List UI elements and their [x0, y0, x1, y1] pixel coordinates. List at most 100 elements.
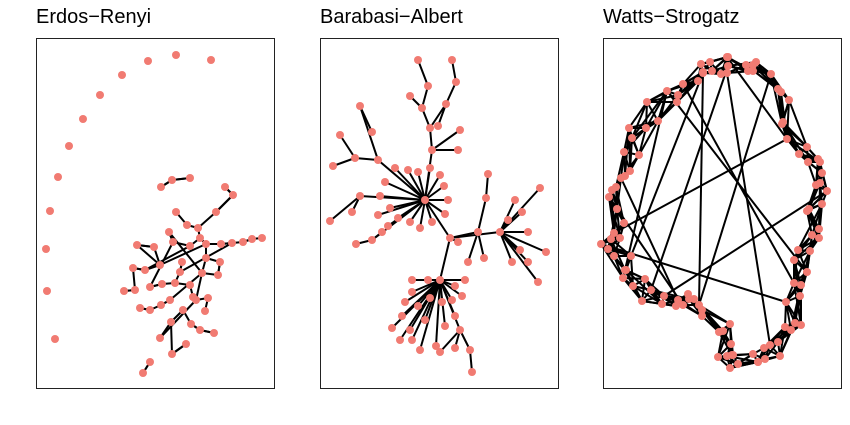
ba-node — [426, 124, 434, 132]
ws-node — [660, 292, 668, 300]
er-node — [51, 335, 59, 343]
ws-edge — [620, 177, 679, 301]
er-nodes — [42, 51, 266, 377]
ba-node — [508, 258, 516, 266]
ba-node — [451, 344, 459, 352]
ba-node — [406, 218, 414, 226]
ws-node — [616, 234, 624, 242]
ws-edge — [806, 210, 813, 236]
er-node — [210, 329, 218, 337]
ws-node — [781, 323, 789, 331]
ws-node — [761, 355, 769, 363]
ba-node — [436, 171, 444, 179]
ws-edge — [726, 72, 771, 346]
ws-node — [815, 234, 823, 242]
ws-edge — [682, 63, 702, 85]
er-node — [189, 293, 197, 301]
ws-node — [619, 274, 627, 282]
er-node — [150, 243, 158, 251]
ws-node — [605, 193, 613, 201]
ba-edge — [359, 105, 373, 133]
ba-edge — [445, 81, 457, 105]
ws-edge — [718, 331, 733, 356]
er-node — [217, 240, 225, 248]
er-node — [118, 71, 126, 79]
ws-node — [749, 67, 757, 75]
ws-node — [779, 118, 787, 126]
ws-node — [806, 247, 814, 255]
ba-node — [452, 78, 460, 86]
ba-node — [408, 276, 416, 284]
ws-node — [663, 87, 671, 95]
ba-node — [474, 228, 482, 236]
ba-edge — [417, 171, 426, 201]
ws-node — [818, 200, 826, 208]
ws-node — [621, 172, 629, 180]
er-node — [146, 283, 154, 291]
er-node — [167, 318, 175, 326]
ba-node — [404, 166, 412, 174]
ws-edge — [638, 127, 647, 156]
ws-node — [672, 302, 680, 310]
ws-edge — [645, 90, 668, 129]
ba-edge — [477, 231, 485, 259]
ba-node — [378, 228, 386, 236]
er-node — [166, 296, 174, 304]
ws-edge — [788, 99, 808, 148]
ba-node — [416, 346, 424, 354]
er-node — [120, 287, 128, 295]
panel-title-watts-strogatz: Watts−Strogatz — [603, 6, 740, 28]
ws-edge — [650, 65, 729, 291]
ws-node — [766, 341, 774, 349]
ba-node — [440, 182, 448, 190]
panel-title-barabasi-albert: Barabasi−Albert — [320, 6, 463, 28]
ws-edge — [644, 278, 665, 297]
ws-edge — [631, 101, 648, 139]
ws-node — [727, 340, 735, 348]
ws-node — [642, 124, 650, 132]
ws-node — [597, 240, 605, 248]
ba-edge — [419, 199, 426, 229]
ba-node — [454, 146, 462, 154]
ba-node — [451, 282, 459, 290]
ws-edge — [650, 289, 690, 300]
ws-node — [674, 91, 682, 99]
ws-edge — [607, 248, 632, 257]
ba-edge — [435, 279, 441, 347]
ba-node — [391, 164, 399, 172]
ba-node — [480, 254, 488, 262]
er-edge — [169, 272, 203, 301]
ws-node — [754, 358, 762, 366]
ws-node — [823, 187, 831, 195]
ba-edge — [409, 199, 426, 223]
er-edge — [144, 245, 191, 271]
ba-node — [398, 312, 406, 320]
ba-node — [446, 234, 454, 242]
er-node — [172, 51, 180, 59]
ba-node — [348, 208, 356, 216]
ws-edge — [638, 120, 659, 156]
ba-edge — [485, 173, 489, 199]
ba-node — [496, 228, 504, 236]
er-node — [201, 307, 209, 315]
ba-node — [386, 204, 394, 212]
er-node — [207, 56, 215, 64]
ba-node — [448, 296, 456, 304]
ba-node — [504, 216, 512, 224]
er-node — [79, 115, 87, 123]
er-node — [156, 261, 164, 269]
ba-edge — [411, 279, 441, 341]
ws-edge — [784, 301, 787, 328]
ws-edge — [630, 255, 634, 287]
ws-edge — [663, 190, 828, 297]
ba-node — [426, 164, 434, 172]
er-node — [133, 241, 141, 249]
ba-node — [536, 184, 544, 192]
ws-node — [610, 229, 618, 237]
ba-node — [424, 276, 432, 284]
ba-node — [406, 326, 414, 334]
ws-node — [749, 61, 757, 69]
er-node — [214, 271, 222, 279]
ba-node — [374, 211, 382, 219]
